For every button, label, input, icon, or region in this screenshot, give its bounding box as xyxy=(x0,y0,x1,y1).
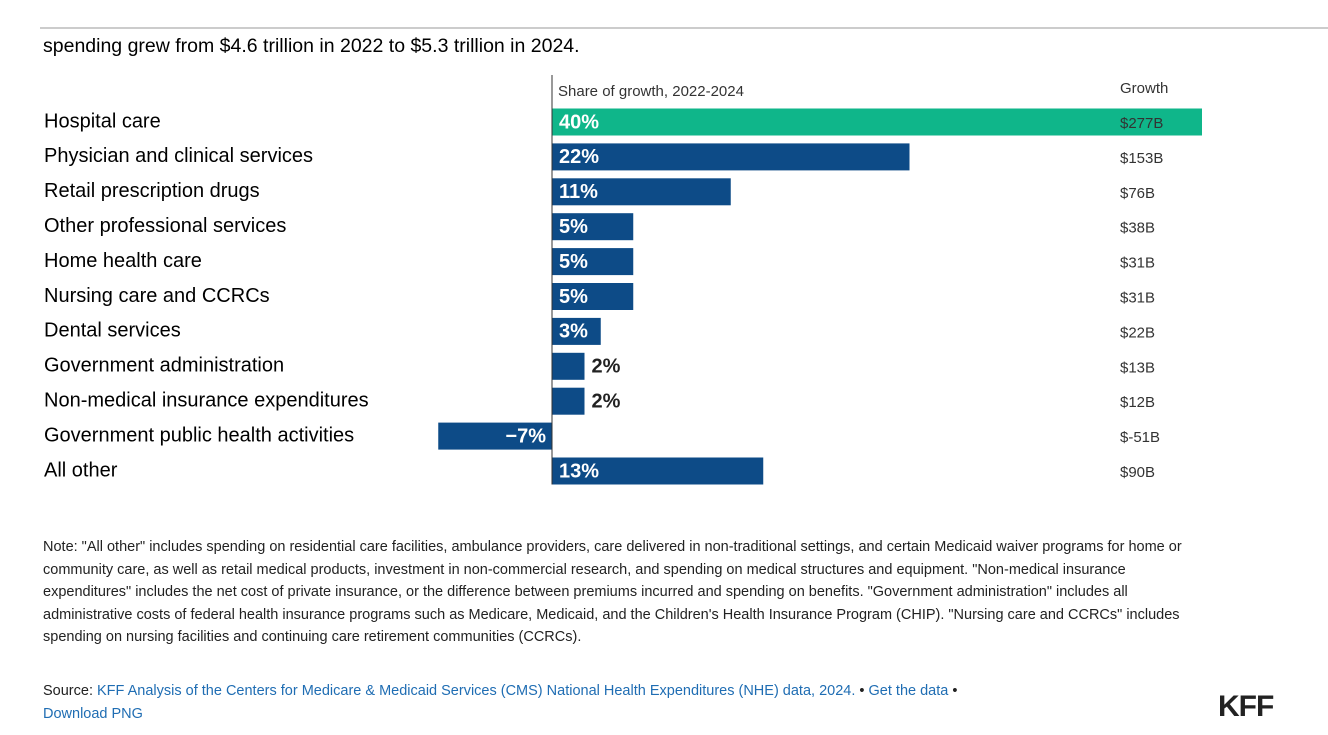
category-label: Home health care xyxy=(44,250,202,272)
bar xyxy=(552,283,634,310)
source-label: Source: xyxy=(43,683,93,699)
category-label: Non-medical insurance expenditures xyxy=(44,389,369,411)
value-label: 5% xyxy=(559,286,588,308)
separator: • xyxy=(952,683,958,699)
growth-label: $31B xyxy=(1120,289,1155,306)
bar xyxy=(552,143,910,171)
growth-label: $90B xyxy=(1120,464,1155,481)
growth-title: Growth xyxy=(1120,80,1168,97)
download-link[interactable]: Download PNG xyxy=(43,705,143,722)
bar xyxy=(552,108,1202,136)
growth-label: $12B xyxy=(1120,394,1155,411)
value-label: −7% xyxy=(505,425,546,447)
growth-label: $-51B xyxy=(1120,429,1160,446)
category-label: Nursing care and CCRCs xyxy=(44,285,270,307)
bar xyxy=(552,248,634,276)
value-label: 5% xyxy=(559,251,588,273)
bar xyxy=(552,317,601,345)
chart: spending grew from $4.6 trillion in 2022… xyxy=(40,27,1328,485)
bar xyxy=(552,457,764,485)
source-link[interactable]: KFF Analysis of the Centers for Medicare… xyxy=(97,683,856,699)
bar xyxy=(552,213,634,241)
value-label: 13% xyxy=(559,460,599,482)
category-label: Physician and clinical services xyxy=(44,145,313,167)
growth-label: $277B xyxy=(1120,115,1163,132)
category-label: Hospital care xyxy=(44,110,161,132)
column-title: Share of growth, 2022-2024 xyxy=(558,83,744,100)
growth-label: $38B xyxy=(1120,220,1155,237)
growth-label: $153B xyxy=(1120,150,1163,167)
value-label: 11% xyxy=(559,181,598,203)
value-label: 40% xyxy=(559,111,599,133)
value-label: 2% xyxy=(592,356,621,378)
category-label: Government public health activities xyxy=(44,424,354,446)
value-label: 3% xyxy=(559,321,588,343)
bar xyxy=(552,178,731,206)
value-label: 22% xyxy=(559,146,599,168)
value-label: 2% xyxy=(592,390,621,412)
bar xyxy=(438,422,552,450)
growth-label: $13B xyxy=(1120,359,1155,376)
note: Note: "All other" includes spending on r… xyxy=(43,539,1182,646)
category-label: Retail prescription drugs xyxy=(44,180,260,202)
growth-label: $76B xyxy=(1120,185,1155,202)
category-label: Other professional services xyxy=(44,215,286,237)
growth-label: $31B xyxy=(1120,255,1155,272)
value-label: 5% xyxy=(559,216,588,238)
logo: KFF xyxy=(1218,690,1274,723)
category-label: All other xyxy=(44,459,118,481)
separator: • xyxy=(859,683,865,699)
category-label: Dental services xyxy=(44,320,181,342)
bar xyxy=(552,352,585,380)
category-label: Government administration xyxy=(44,355,284,377)
subtitle: spending grew from $4.6 trillion in 2022… xyxy=(43,35,580,57)
growth-label: $22B xyxy=(1120,324,1155,341)
source: Source: KFF Analysis of the Centers for … xyxy=(43,680,1163,725)
bar xyxy=(552,387,585,415)
get-data-link[interactable]: Get the data xyxy=(868,683,949,699)
